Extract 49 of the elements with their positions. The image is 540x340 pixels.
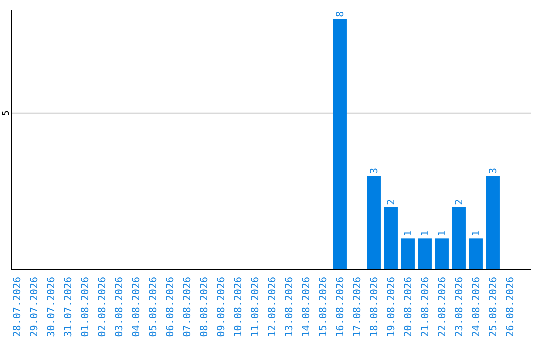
x-tick-label: 04.08.2026: [132, 277, 142, 338]
x-tick-label: 25.08.2026: [488, 277, 500, 338]
bar: [469, 238, 483, 270]
data-label: 1: [438, 230, 448, 237]
x-tick-label: 28.07.2026: [12, 277, 24, 338]
x-tick-label: 22.08.2026: [438, 277, 448, 338]
x-tick-label: 23.08.2026: [454, 277, 466, 338]
x-tick-label: 11.08.2026: [250, 277, 262, 338]
bar: [384, 207, 398, 270]
data-label: 1: [404, 230, 414, 237]
bar: [486, 176, 500, 270]
bar: [452, 207, 466, 270]
x-tick-label: 31.07.2026: [64, 277, 74, 338]
data-label: 3: [370, 168, 380, 174]
data-label: 1: [472, 230, 482, 237]
x-tick-label: 02.08.2026: [98, 277, 108, 338]
x-tick-label: 13.08.2026: [284, 277, 296, 338]
bar: [401, 238, 415, 270]
x-tick-label: 18.08.2026: [370, 277, 380, 338]
x-tick-label: 14.08.2026: [302, 277, 312, 338]
data-label: 8: [336, 11, 346, 18]
x-tick-label: 12.08.2026: [268, 277, 278, 338]
x-tick-label: 03.08.2026: [114, 277, 126, 338]
bar: [333, 19, 347, 270]
data-label: 3: [488, 168, 500, 174]
x-tick-label: 01.08.2026: [80, 277, 92, 338]
x-tick-label: 16.08.2026: [336, 277, 346, 338]
y-tick-label: 5: [2, 110, 12, 116]
data-label: 2: [386, 199, 398, 206]
x-tick-label: 05.08.2026: [148, 277, 160, 338]
x-tick-label: 21.08.2026: [420, 277, 432, 338]
x-tick-label: 15.08.2026: [318, 277, 330, 338]
x-tick-label: 30.07.2026: [46, 277, 58, 338]
bar: [418, 238, 432, 270]
x-tick-label: 10.08.2026: [234, 277, 244, 338]
data-label: 1: [420, 230, 432, 237]
x-tick-label: 29.07.2026: [30, 277, 40, 338]
x-tick-label: 24.08.2026: [472, 277, 482, 338]
x-tick-label: 17.08.2026: [352, 277, 364, 338]
x-tick-label: 07.08.2026: [182, 277, 194, 338]
x-tick-label: 08.08.2026: [200, 277, 210, 338]
bar: [367, 176, 381, 270]
x-tick-label: 09.08.2026: [216, 277, 228, 338]
bar: [435, 238, 449, 270]
data-label: 2: [454, 199, 466, 206]
x-tick-label: 06.08.2026: [166, 277, 176, 338]
x-tick-label: 20.08.2026: [404, 277, 414, 338]
x-tick-label: 19.08.2026: [386, 277, 398, 338]
x-tick-label: 26.08.2026: [506, 277, 516, 338]
